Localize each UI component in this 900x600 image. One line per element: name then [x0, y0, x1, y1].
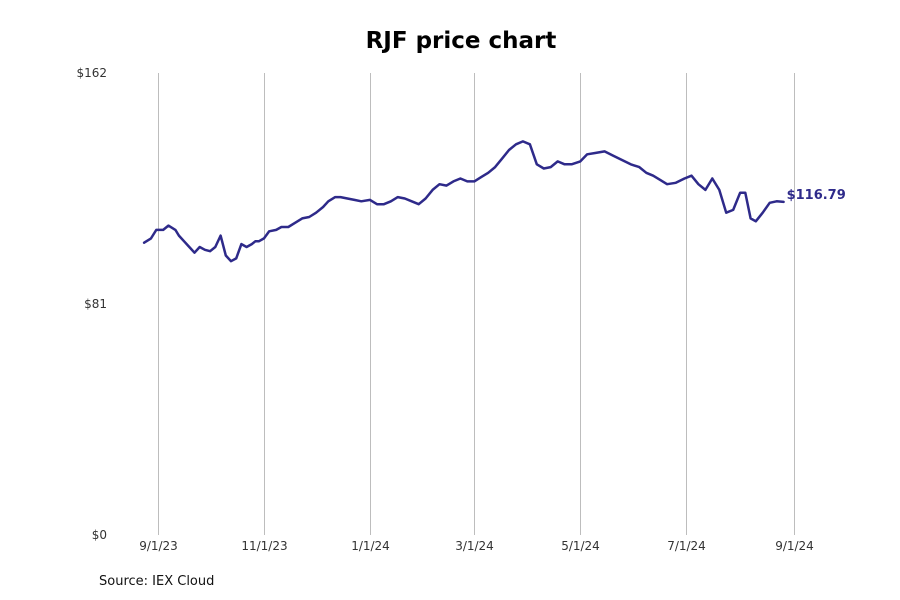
x-tick-label-6: 9/1/24: [775, 539, 814, 553]
price-series-line: [142, 140, 785, 263]
last-price-label: $116.79: [787, 188, 846, 203]
y-tick-label-2: $162: [76, 66, 107, 80]
y-tick-label-0: $0: [92, 528, 107, 542]
x-tick-label-2: 1/1/24: [351, 539, 390, 553]
x-tick-label-0: 9/1/23: [139, 539, 178, 553]
x-tick-label-5: 7/1/24: [667, 539, 706, 553]
y-axis-ticks: $0 $81 $162: [76, 66, 107, 542]
chart-title: RJF price chart: [365, 28, 557, 54]
x-tick-label-1: 11/1/23: [241, 539, 287, 553]
x-axis-ticks: 9/1/23 11/1/23 1/1/24 3/1/24 5/1/24 7/1/24 9/1…: [139, 539, 814, 553]
x-tick-label-3: 3/1/24: [455, 539, 494, 553]
y-tick-label-1: $81: [84, 297, 107, 311]
x-tick-label-4: 5/1/24: [561, 539, 600, 553]
source-note: Source: IEX Cloud: [99, 574, 215, 589]
gridlines: [158, 73, 795, 535]
